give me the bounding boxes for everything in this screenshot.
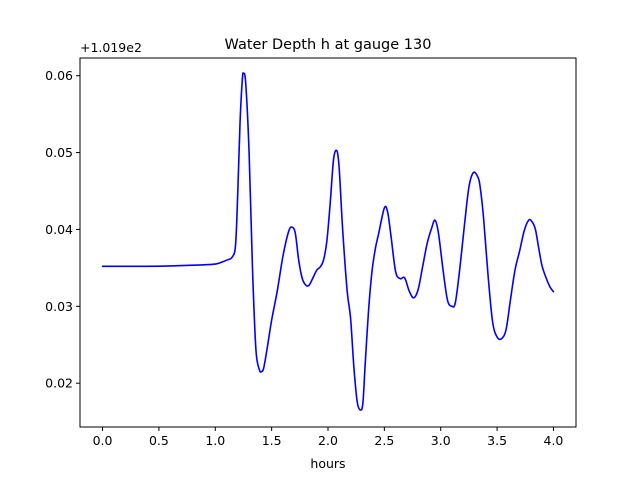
- x-tick-label: 3.0: [431, 433, 451, 448]
- y-tick-label: 0.03: [45, 299, 73, 314]
- x-tick-label: 4.0: [544, 433, 564, 448]
- x-tick-label: 1.0: [205, 433, 225, 448]
- y-axis: 0.02 0.03 0.04 0.05 0.06: [45, 68, 80, 391]
- x-tick-label: 0.5: [149, 433, 169, 448]
- y-tick-label: 0.06: [45, 68, 73, 83]
- y-tick-label: 0.02: [45, 376, 73, 391]
- series-layer: [101, 72, 555, 411]
- x-tick-label: 2.0: [318, 433, 338, 448]
- y-offset-label: +1.019e2: [80, 40, 142, 55]
- series-line-0: [101, 72, 555, 411]
- y-tick-label: 0.05: [45, 145, 73, 160]
- x-axis-label: hours: [310, 456, 345, 471]
- x-axis: 0.0 0.5 1.0 1.5 2.0 2.5 3.0 3.5 4.0: [93, 427, 564, 448]
- x-tick-label: 1.5: [262, 433, 282, 448]
- chart-title: Water Depth h at gauge 130: [225, 37, 432, 53]
- x-tick-label: 0.0: [93, 433, 113, 448]
- y-tick-label: 0.04: [45, 222, 73, 237]
- x-tick-label: 3.5: [487, 433, 507, 448]
- x-tick-label: 2.5: [374, 433, 394, 448]
